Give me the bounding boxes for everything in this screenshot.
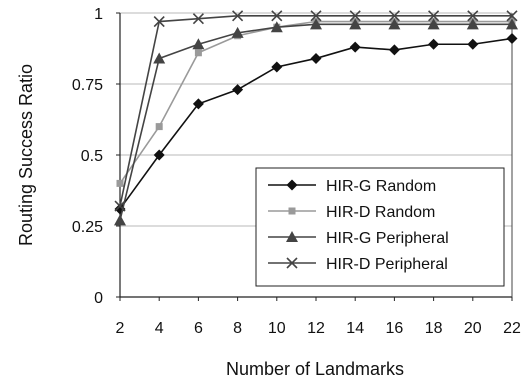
x-tick-label: 8 xyxy=(233,320,242,337)
x-tick-labels: 2 4 6 8 10 12 14 16 18 20 22 xyxy=(116,320,521,337)
legend-item-hir-d-peripheral: HIR-D Peripheral xyxy=(268,256,448,273)
x-axis-title: Number of Landmarks xyxy=(226,359,404,379)
y-tick-label: 0 xyxy=(94,290,103,307)
data-point-hir-d-peripheral xyxy=(232,10,244,22)
x-marker-stroke xyxy=(271,10,283,22)
data-point-hir-g-peripheral xyxy=(506,18,518,30)
x-tick-label: 12 xyxy=(307,320,325,337)
data-point-hir-d-peripheral xyxy=(310,10,322,22)
data-point-hir-g-random xyxy=(271,61,283,73)
x-marker-stroke xyxy=(506,10,518,22)
legend-item-hir-g-random: HIR-G Random xyxy=(268,178,436,195)
x-tick-label: 22 xyxy=(503,320,521,337)
legend-item-hir-d-random: HIR-D Random xyxy=(268,204,435,221)
data-point-hir-d-peripheral xyxy=(114,200,126,212)
x-tick-label: 2 xyxy=(116,320,125,337)
data-point-hir-g-random xyxy=(428,38,440,50)
x-marker-stroke xyxy=(286,257,298,269)
x-marker-stroke xyxy=(428,10,440,22)
data-point-hir-d-peripheral xyxy=(192,13,204,25)
legend-label: HIR-D Random xyxy=(326,204,435,221)
legend-label: HIR-D Peripheral xyxy=(326,256,448,273)
x-tick-label: 4 xyxy=(155,320,164,337)
x-tick-label: 16 xyxy=(386,320,404,337)
data-point-hir-d-peripheral xyxy=(467,10,479,22)
y-tick-label: 1 xyxy=(94,6,103,23)
y-tick-label: 0.75 xyxy=(72,77,103,94)
data-point-hir-d-random xyxy=(116,179,124,187)
series-hir-g-peripheral xyxy=(114,18,518,226)
y-axis-title: Routing Success Ratio xyxy=(16,64,36,246)
axes xyxy=(116,12,513,301)
series-hir-d-random xyxy=(116,18,516,187)
data-point-hir-g-peripheral xyxy=(153,52,166,64)
x-tick-label: 20 xyxy=(464,320,482,337)
legend-label: HIR-G Random xyxy=(326,178,436,195)
legend-marker xyxy=(286,179,298,191)
x-marker-stroke xyxy=(232,10,244,22)
data-point-hir-g-peripheral xyxy=(270,21,283,33)
x-marker-stroke xyxy=(467,10,479,22)
data-point-hir-g-peripheral xyxy=(427,18,440,30)
data-point-hir-g-peripheral xyxy=(310,18,322,30)
data-point-hir-d-peripheral xyxy=(428,10,440,22)
x-tick-label: 6 xyxy=(194,320,203,337)
data-point-hir-g-random xyxy=(349,41,361,53)
data-point-hir-d-peripheral xyxy=(271,10,283,22)
data-point-hir-g-peripheral xyxy=(466,18,479,30)
data-point-hir-g-peripheral xyxy=(192,38,205,50)
x-marker-stroke xyxy=(310,10,322,22)
x-tick-label: 14 xyxy=(346,320,364,337)
series-group xyxy=(114,10,518,226)
data-point-hir-d-peripheral xyxy=(153,15,165,28)
data-point-hir-d-random xyxy=(155,123,163,131)
legend-item-hir-g-peripheral: HIR-G Peripheral xyxy=(268,230,449,247)
data-point-hir-d-peripheral xyxy=(506,10,518,22)
legend-label: HIR-G Peripheral xyxy=(326,230,449,247)
y-tick-label: 0.25 xyxy=(72,219,103,236)
y-tick-label: 0.5 xyxy=(81,148,103,165)
data-point-hir-g-peripheral xyxy=(349,18,362,30)
x-marker-stroke xyxy=(153,15,165,28)
legend: HIR-G Random HIR-D Random HIR-G Peripheral… xyxy=(255,167,505,287)
series-line-hir-d-random xyxy=(119,20,512,184)
x-marker-stroke xyxy=(114,200,126,212)
data-point-hir-g-peripheral xyxy=(114,214,126,226)
data-point-hir-g-random xyxy=(310,52,322,64)
data-point-hir-g-random xyxy=(232,84,244,96)
legend-marker xyxy=(286,231,298,242)
series-hir-g-random xyxy=(114,33,518,215)
series-hir-d-peripheral xyxy=(114,10,518,212)
data-point-hir-g-random xyxy=(388,44,400,56)
x-marker-stroke xyxy=(388,10,400,22)
data-point-hir-g-random xyxy=(192,98,204,110)
data-point-hir-g-random xyxy=(153,149,165,161)
legend-marker xyxy=(286,257,298,269)
data-point-hir-d-peripheral xyxy=(349,10,361,22)
y-tick-labels: 0 0.25 0.5 0.75 1 xyxy=(72,6,103,307)
data-point-hir-g-random xyxy=(467,38,479,50)
legend-marker xyxy=(288,207,296,215)
data-point-hir-g-peripheral xyxy=(231,26,244,38)
x-marker-stroke xyxy=(349,10,361,22)
x-tick-label: 10 xyxy=(268,320,286,337)
data-point-hir-g-random xyxy=(506,33,518,45)
legend-box xyxy=(255,167,505,287)
x-tick-label: 18 xyxy=(425,320,443,337)
data-point-hir-g-peripheral xyxy=(388,18,401,30)
data-point-hir-d-peripheral xyxy=(388,10,400,22)
x-marker-stroke xyxy=(192,13,204,25)
data-point-hir-d-random xyxy=(194,49,202,57)
